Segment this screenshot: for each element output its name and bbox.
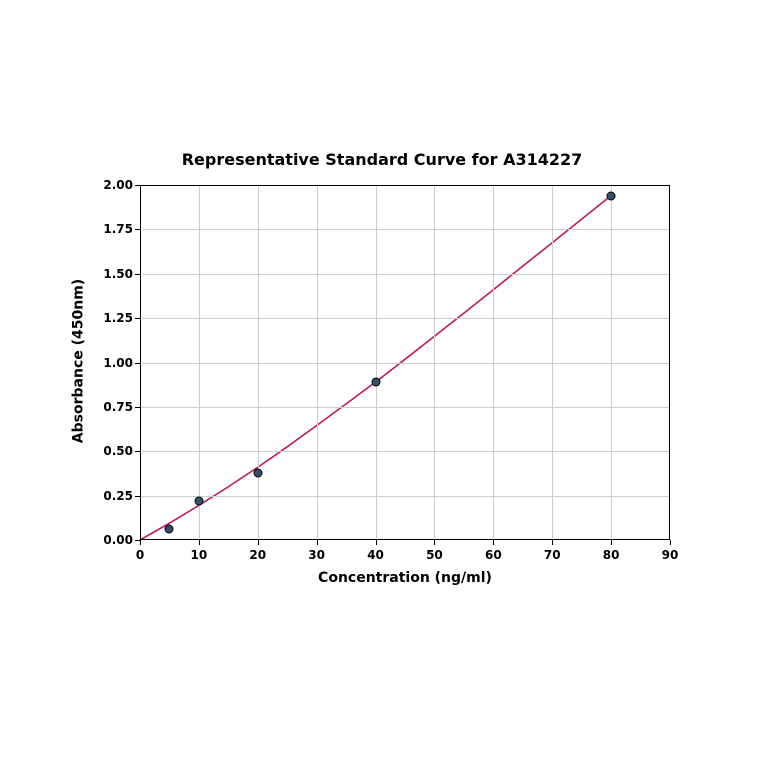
gridline-horizontal (140, 274, 670, 275)
x-tick-label: 50 (426, 548, 443, 562)
gridline-horizontal (140, 407, 670, 408)
chart-canvas: Representative Standard Curve for A31422… (0, 0, 764, 764)
x-axis-label: Concentration (ng/ml) (140, 570, 670, 586)
x-tick-mark (611, 540, 612, 545)
x-tick-mark (493, 540, 494, 545)
x-tick-mark (434, 540, 435, 545)
y-tick-label: 2.00 (95, 178, 133, 192)
x-tick-mark (258, 540, 259, 545)
y-tick-label: 0.75 (95, 400, 133, 414)
y-tick-label: 0.25 (95, 489, 133, 503)
x-tick-mark (376, 540, 377, 545)
y-tick-mark (135, 229, 140, 230)
y-tick-label: 1.75 (95, 222, 133, 236)
x-tick-mark (140, 540, 141, 545)
x-tick-label: 30 (308, 548, 325, 562)
y-tick-mark (135, 451, 140, 452)
data-point (165, 525, 174, 534)
y-axis-label: Absorbance (450nm) (70, 183, 86, 538)
y-tick-mark (135, 185, 140, 186)
data-point (194, 496, 203, 505)
y-tick-mark (135, 274, 140, 275)
y-tick-mark (135, 318, 140, 319)
x-tick-label: 0 (136, 548, 144, 562)
x-tick-label: 40 (367, 548, 384, 562)
y-tick-mark (135, 363, 140, 364)
gridline-horizontal (140, 229, 670, 230)
x-tick-label: 60 (485, 548, 502, 562)
plot-area (140, 185, 670, 540)
gridline-horizontal (140, 318, 670, 319)
data-point (607, 191, 616, 200)
y-tick-label: 0.50 (95, 444, 133, 458)
x-tick-mark (670, 540, 671, 545)
x-tick-mark (199, 540, 200, 545)
gridline-horizontal (140, 451, 670, 452)
gridline-horizontal (140, 363, 670, 364)
data-point (371, 378, 380, 387)
x-tick-mark (552, 540, 553, 545)
y-tick-mark (135, 496, 140, 497)
x-tick-label: 70 (544, 548, 561, 562)
x-tick-label: 90 (662, 548, 679, 562)
x-tick-label: 20 (249, 548, 266, 562)
y-tick-mark (135, 407, 140, 408)
y-tick-label: 1.00 (95, 356, 133, 370)
x-tick-label: 10 (191, 548, 208, 562)
x-tick-mark (317, 540, 318, 545)
y-tick-label: 1.25 (95, 311, 133, 325)
data-point (253, 468, 262, 477)
y-tick-label: 0.00 (95, 533, 133, 547)
gridline-horizontal (140, 496, 670, 497)
x-tick-label: 80 (603, 548, 620, 562)
chart-title: Representative Standard Curve for A31422… (0, 150, 764, 169)
y-tick-mark (135, 540, 140, 541)
y-tick-label: 1.50 (95, 267, 133, 281)
